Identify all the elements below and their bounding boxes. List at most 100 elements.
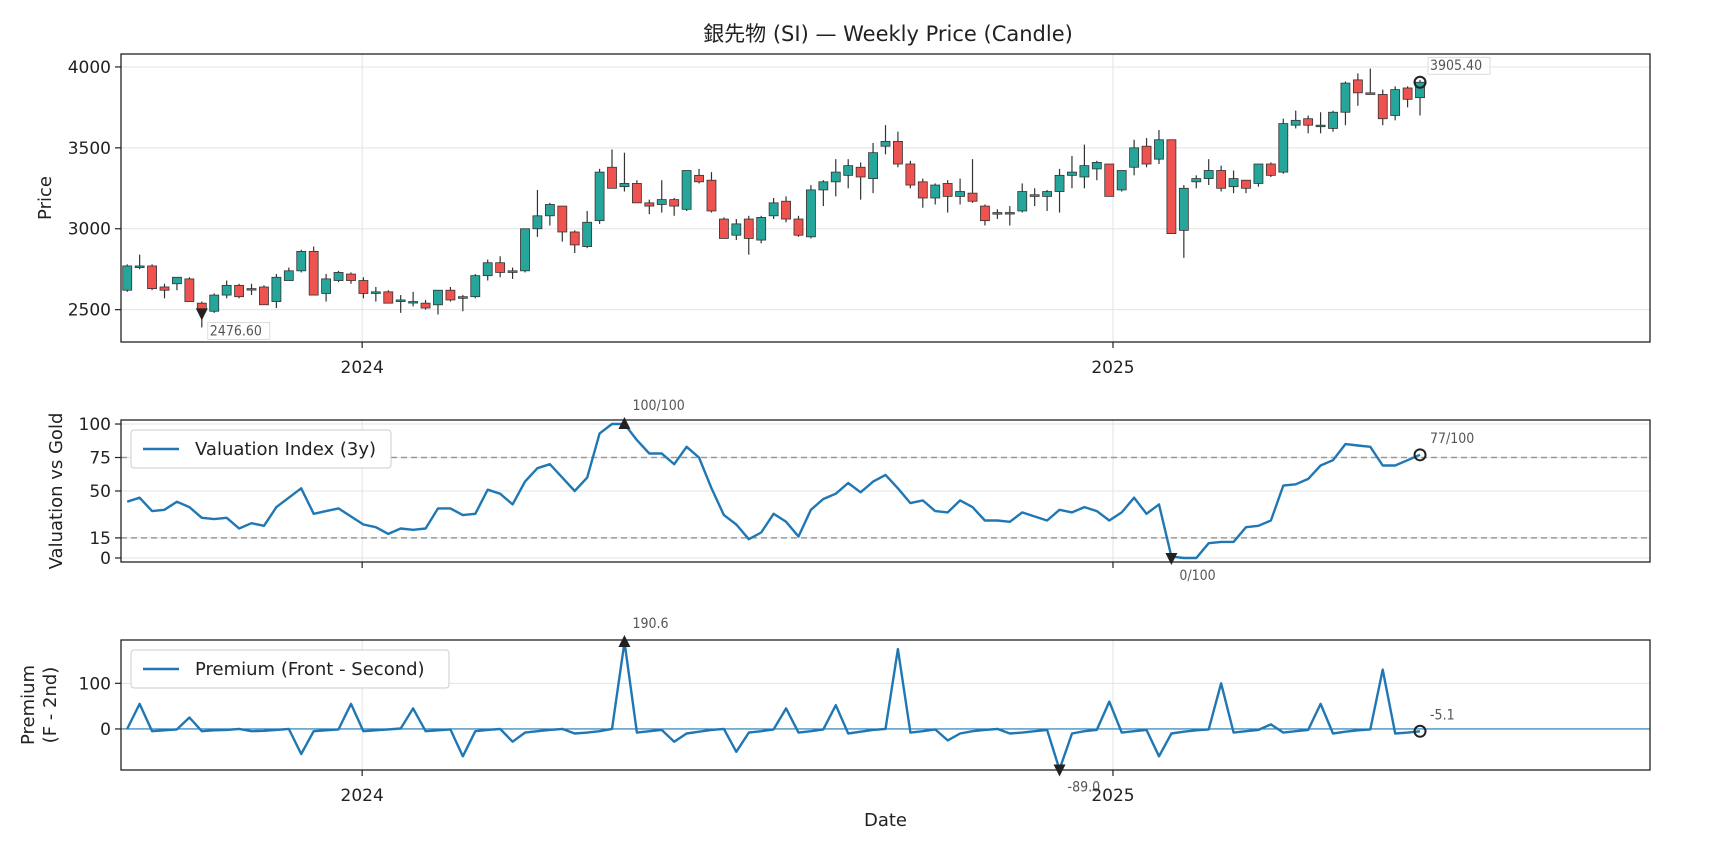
candle	[930, 183, 941, 205]
candle	[681, 170, 692, 211]
candle-body	[1054, 174, 1065, 192]
candle	[806, 185, 816, 239]
candle	[1290, 110, 1301, 129]
candle-body	[395, 299, 406, 302]
candle	[283, 267, 294, 281]
candle-body	[967, 192, 978, 202]
candle	[259, 285, 269, 306]
candle	[370, 286, 381, 302]
candle	[1377, 89, 1388, 126]
legend: Premium (Front - Second)	[130, 649, 450, 689]
candle	[855, 162, 866, 200]
chart-title: 銀先物 (SI) — Weekly Price (Candle)	[703, 22, 1073, 46]
candle-body	[1415, 81, 1425, 99]
candle	[159, 283, 170, 299]
candle	[694, 168, 704, 184]
candle-body	[283, 270, 294, 281]
premium-series-line	[126, 640, 1421, 771]
candle	[1054, 168, 1065, 213]
x-tick-label: 2025	[1091, 786, 1134, 806]
candle-body	[1365, 92, 1376, 95]
candle-body	[1340, 82, 1351, 113]
candle-body	[482, 262, 493, 277]
candle	[246, 283, 257, 296]
y-tick-label: 75	[89, 449, 111, 469]
annotation-marker-circle	[1413, 75, 1427, 89]
candle-body	[905, 163, 916, 186]
candle-body	[1042, 191, 1053, 197]
candle-body	[1129, 147, 1140, 168]
annotation-label: 77/100	[1430, 431, 1474, 447]
candle-body	[134, 265, 145, 268]
axes-frame	[120, 639, 1651, 771]
x-tick-label: 2024	[341, 786, 384, 806]
candle	[1004, 206, 1015, 226]
candle	[134, 254, 145, 270]
candle	[383, 290, 394, 304]
candle	[1141, 138, 1152, 168]
candle-body	[271, 276, 282, 302]
candle	[1091, 160, 1102, 181]
candle	[172, 276, 182, 291]
candle-body	[172, 276, 182, 285]
candle-body	[520, 228, 530, 272]
candle	[122, 264, 133, 292]
candle-body	[122, 265, 133, 291]
candle-body	[1203, 170, 1214, 179]
candle	[980, 204, 990, 226]
candle-body	[370, 291, 381, 294]
candle	[768, 198, 779, 220]
candle-body	[1017, 191, 1028, 212]
annotation-marker-up	[618, 635, 631, 648]
candle-body	[1004, 212, 1015, 215]
annotation-label: 2476.60	[210, 323, 262, 339]
candle-body	[445, 289, 456, 301]
candle	[843, 159, 854, 189]
candle-body	[942, 183, 953, 197]
annotation-box	[207, 322, 271, 340]
candle	[743, 215, 754, 255]
candle	[644, 199, 655, 215]
candle	[445, 286, 456, 302]
candle	[1241, 179, 1251, 194]
candle	[569, 230, 580, 254]
candle-body	[1029, 194, 1040, 197]
price-panel: 2476.60 3905.40 2500 3000 3500 4000 2024 2025 Pr…	[35, 53, 1651, 378]
candle	[1166, 139, 1177, 234]
candle	[557, 205, 568, 242]
y-axis-label: Valuation vs Gold	[46, 413, 67, 570]
candle	[184, 277, 195, 302]
candle-body	[594, 171, 605, 222]
candle	[706, 172, 717, 213]
candle-body	[1265, 163, 1276, 176]
candle	[482, 259, 493, 281]
candle	[756, 215, 767, 244]
candle	[1029, 188, 1040, 207]
y-axis-label: Price	[35, 176, 56, 220]
candle	[1265, 162, 1276, 177]
candle-body	[532, 215, 543, 230]
candle-body	[793, 218, 804, 236]
y-tick-label: 50	[89, 482, 111, 502]
candle-body	[731, 223, 742, 236]
candle	[395, 295, 406, 313]
candle-body	[259, 286, 269, 306]
candle	[1340, 81, 1351, 126]
legend-label: Premium (Front - Second)	[195, 659, 425, 680]
annotation-box	[1427, 56, 1491, 75]
candle	[1315, 112, 1326, 134]
candle-body	[917, 181, 928, 199]
candle-body	[234, 284, 244, 298]
candle	[532, 189, 543, 237]
candle	[793, 215, 804, 237]
candle-body	[955, 191, 965, 197]
candle-body	[557, 205, 568, 233]
candle	[271, 274, 282, 309]
candle-body	[656, 199, 667, 205]
candle-body	[1166, 139, 1177, 234]
y-tick-label: 100	[79, 415, 111, 435]
candle-body	[147, 265, 157, 290]
candle-body	[806, 189, 816, 238]
candle	[905, 160, 916, 189]
candle	[992, 209, 1003, 220]
